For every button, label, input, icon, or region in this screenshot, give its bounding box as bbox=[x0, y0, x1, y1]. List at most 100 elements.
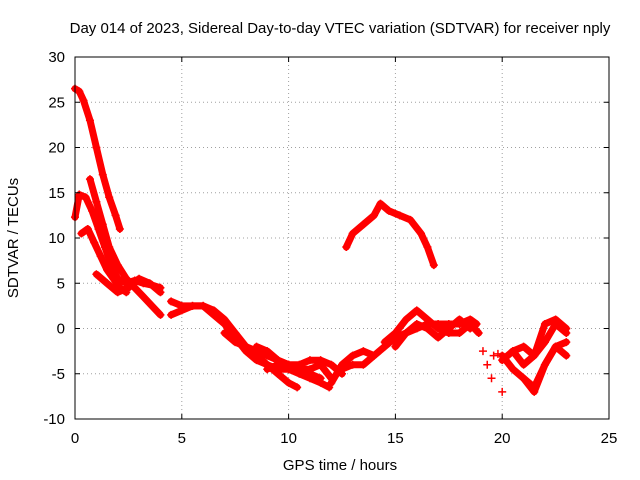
data-point bbox=[370, 211, 379, 220]
data-point bbox=[402, 315, 411, 324]
chart-title: Day 014 of 2023, Sidereal Day-to-day VTE… bbox=[70, 20, 611, 37]
y-tick-label: 25 bbox=[48, 94, 65, 111]
data-point bbox=[241, 342, 250, 351]
scatter-point bbox=[489, 351, 498, 360]
data-point bbox=[412, 306, 421, 315]
data-point bbox=[342, 243, 351, 252]
data-point bbox=[359, 220, 368, 229]
data-point bbox=[348, 229, 357, 238]
data-point bbox=[167, 310, 176, 319]
data-point bbox=[98, 220, 107, 229]
y-tick-label: 10 bbox=[48, 230, 65, 247]
data-point bbox=[508, 347, 517, 356]
data-point bbox=[402, 329, 411, 338]
data-point bbox=[284, 360, 293, 369]
data-point bbox=[316, 356, 325, 365]
x-tick-label: 5 bbox=[178, 430, 186, 447]
data-point bbox=[273, 360, 282, 369]
data-point bbox=[293, 383, 302, 392]
y-tick-label: 0 bbox=[57, 321, 65, 338]
data-point bbox=[551, 319, 560, 328]
data-point bbox=[113, 288, 122, 297]
data-point bbox=[252, 342, 261, 351]
data-point bbox=[92, 143, 101, 152]
data-point bbox=[474, 329, 483, 338]
data-point bbox=[327, 360, 336, 369]
y-axis-label: SDTVAR / TECUs bbox=[5, 178, 22, 298]
data-point bbox=[348, 351, 357, 360]
data-point bbox=[75, 190, 84, 199]
data-point bbox=[105, 193, 114, 202]
data-point bbox=[188, 301, 197, 310]
data-point bbox=[263, 347, 272, 356]
data-point bbox=[92, 197, 101, 206]
data-point bbox=[466, 324, 475, 333]
data-point bbox=[540, 319, 549, 328]
x-tick-label: 0 bbox=[71, 430, 79, 447]
data-point bbox=[156, 288, 165, 297]
data-point bbox=[305, 356, 314, 365]
series-track-o bbox=[391, 315, 474, 351]
data-point bbox=[98, 170, 107, 179]
data-point bbox=[540, 360, 549, 369]
data-point bbox=[434, 324, 443, 333]
data-point bbox=[83, 224, 92, 233]
data-point bbox=[429, 261, 438, 270]
data-point bbox=[519, 342, 528, 351]
y-tick-label: 15 bbox=[48, 185, 65, 202]
data-point bbox=[338, 365, 346, 374]
data-point bbox=[209, 310, 218, 319]
data-point bbox=[380, 338, 389, 347]
data-point bbox=[96, 252, 105, 261]
data-point bbox=[395, 211, 404, 220]
data-point bbox=[316, 374, 325, 383]
data-point bbox=[519, 374, 528, 383]
data-point bbox=[111, 211, 120, 220]
data-point bbox=[177, 306, 186, 315]
data-point bbox=[384, 206, 393, 215]
y-axis-ticks: -10 -5 0 5 10 15 20 25 30 bbox=[43, 49, 609, 428]
data-point bbox=[135, 274, 144, 283]
data-point bbox=[406, 215, 415, 224]
data-point bbox=[113, 261, 122, 270]
data-point bbox=[284, 378, 293, 387]
data-point bbox=[498, 356, 507, 365]
x-axis-ticks: 0 5 10 15 20 25 bbox=[71, 57, 617, 447]
data-point bbox=[551, 342, 560, 351]
data-point bbox=[85, 175, 94, 184]
scatter-layer bbox=[478, 347, 507, 396]
data-point bbox=[391, 329, 400, 338]
data-point bbox=[412, 319, 421, 328]
y-tick-label: 20 bbox=[48, 140, 65, 157]
scatter-point bbox=[487, 374, 496, 383]
series-track-g bbox=[167, 302, 333, 391]
data-point bbox=[562, 338, 571, 347]
data-point bbox=[109, 274, 118, 283]
data-point bbox=[359, 347, 368, 356]
series-layer bbox=[71, 84, 571, 396]
data-point bbox=[115, 224, 124, 233]
data-point bbox=[85, 116, 94, 125]
data-point bbox=[562, 351, 571, 360]
data-point bbox=[562, 329, 571, 338]
data-point bbox=[220, 329, 229, 338]
scatter-point bbox=[498, 387, 507, 396]
data-point bbox=[263, 365, 272, 374]
data-point bbox=[348, 360, 357, 369]
scatter-point bbox=[483, 360, 492, 369]
data-point bbox=[391, 342, 400, 351]
data-point bbox=[103, 279, 112, 288]
data-point bbox=[145, 279, 154, 288]
x-tick-label: 20 bbox=[494, 430, 511, 447]
data-point bbox=[423, 243, 432, 252]
scatter-point bbox=[478, 347, 487, 356]
data-point bbox=[376, 199, 385, 208]
x-tick-label: 15 bbox=[387, 430, 404, 447]
data-point bbox=[75, 87, 84, 96]
data-point bbox=[156, 310, 165, 319]
x-tick-label: 10 bbox=[280, 430, 297, 447]
series-track-d bbox=[86, 175, 164, 319]
data-point bbox=[167, 297, 176, 306]
data-point bbox=[508, 365, 517, 374]
series-track-c bbox=[77, 225, 130, 296]
